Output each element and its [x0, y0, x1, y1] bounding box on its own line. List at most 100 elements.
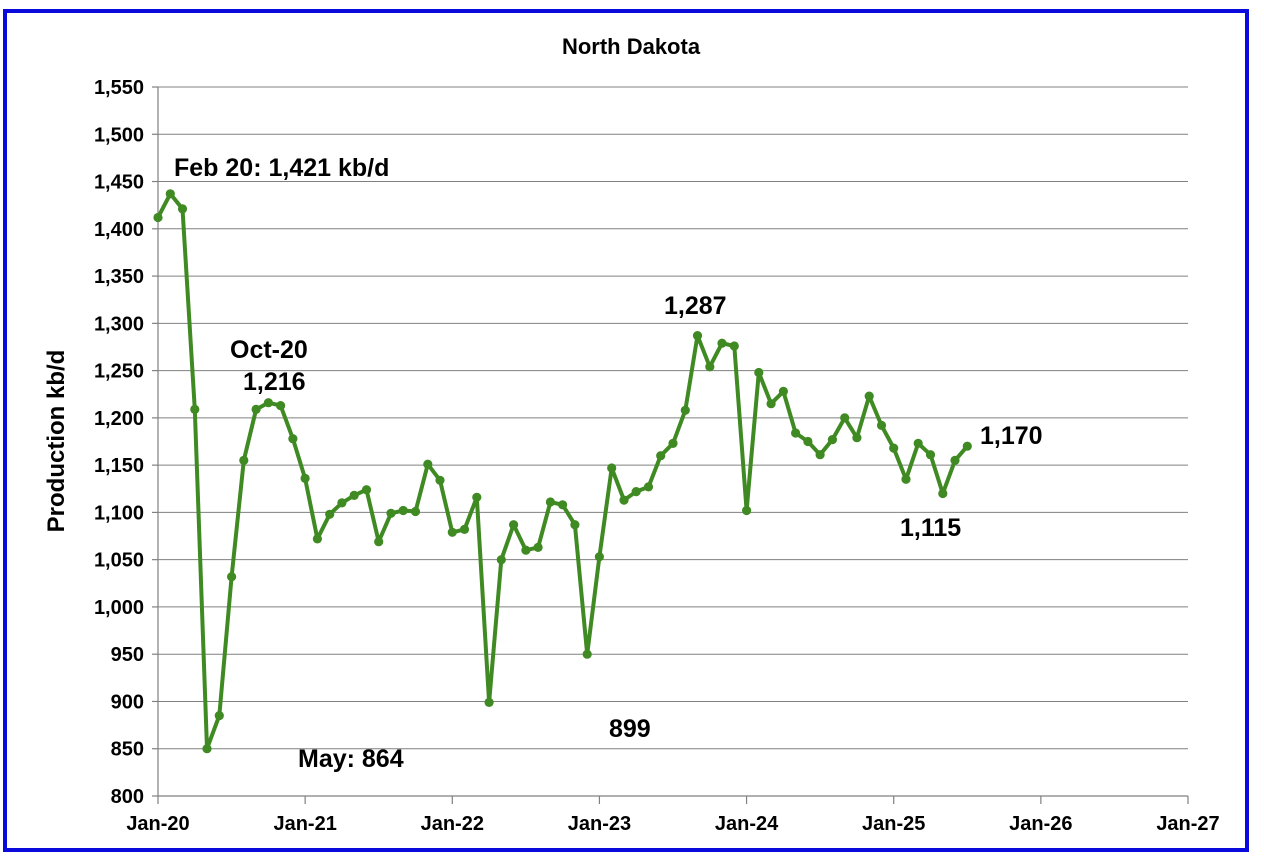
data-point	[643, 482, 654, 492]
data-point	[607, 463, 617, 473]
data-point	[827, 435, 838, 445]
data-point	[570, 520, 580, 530]
data-point	[374, 537, 384, 547]
annotation-v899: 899	[609, 715, 651, 743]
annotation-feb20: Feb 20: 1,421 kb/d	[174, 154, 389, 182]
data-point	[398, 505, 408, 516]
data-point	[668, 438, 678, 448]
series-production	[153, 189, 972, 754]
data-point	[754, 367, 764, 378]
y-tick-label: 1,100	[94, 502, 144, 524]
data-point	[803, 436, 813, 447]
data-point	[717, 338, 727, 348]
annotation-v1287: 1,287	[664, 292, 727, 320]
data-point	[619, 495, 629, 505]
data-point	[889, 443, 899, 453]
data-point	[263, 398, 273, 408]
data-point	[459, 524, 470, 535]
data-point	[239, 455, 249, 465]
data-point	[300, 473, 310, 483]
data-point	[925, 450, 936, 460]
data-point	[496, 555, 506, 565]
data-point	[913, 438, 923, 448]
data-point	[190, 404, 200, 414]
data-point	[508, 520, 519, 530]
data-point	[337, 498, 347, 508]
data-point	[251, 404, 261, 414]
data-point	[276, 401, 286, 411]
data-point	[447, 527, 457, 537]
x-tick-label: Jan-20	[126, 813, 189, 835]
data-point	[423, 459, 433, 469]
y-tick-label: 1,150	[94, 455, 144, 477]
data-point	[386, 508, 396, 518]
series-line	[156, 191, 969, 751]
data-point	[791, 428, 801, 438]
data-point	[349, 490, 359, 500]
data-point	[214, 711, 224, 721]
data-point	[778, 386, 789, 396]
y-tick-label: 1,400	[94, 219, 144, 241]
annotations: Feb 20: 1,421 kb/d Oct-20 1,216 May: 864 899…	[174, 154, 1043, 773]
x-tick-labels: Jan-20 Jan-21 Jan-22 Jan-23 Jan-24 Jan-25 Jan-…	[126, 813, 1219, 835]
chart-title: North Dakota	[562, 34, 701, 59]
y-tick-label: 900	[111, 691, 144, 713]
data-point	[705, 362, 715, 372]
y-tick-label: 1,000	[94, 597, 144, 619]
data-point	[325, 509, 335, 519]
data-point	[864, 391, 874, 401]
y-tick-labels: 800 850 900 950 1,000 1,050 1,100 1,150 1,200 1,2…	[94, 77, 144, 808]
data-point	[938, 488, 948, 499]
data-point	[742, 505, 752, 516]
axes	[152, 86, 1189, 804]
data-point	[840, 413, 850, 423]
annotation-v1115: 1,115	[900, 514, 961, 542]
y-tick-label: 1,200	[94, 408, 144, 430]
y-tick-label: 1,450	[94, 172, 144, 194]
x-tick-label: Jan-23	[568, 813, 631, 835]
x-tick-label: Jan-24	[715, 813, 779, 835]
data-point	[227, 572, 237, 582]
data-point	[165, 189, 175, 199]
data-point	[410, 506, 421, 517]
gridlines	[158, 86, 1188, 750]
data-point	[631, 487, 641, 497]
data-point	[901, 474, 911, 484]
x-tick-label: Jan-22	[421, 813, 484, 835]
x-tick-label: Jan-26	[1009, 813, 1072, 835]
annotation-v1216: 1,216	[243, 368, 306, 396]
y-tick-label: 800	[111, 786, 144, 808]
data-point	[558, 500, 568, 510]
chart-frame	[3, 9, 1249, 852]
data-point	[962, 441, 972, 451]
annotation-oct20: Oct-20	[230, 336, 308, 364]
data-point	[177, 204, 188, 214]
y-tick-label: 1,500	[94, 124, 144, 146]
y-tick-label: 1,300	[94, 313, 144, 335]
data-point	[950, 455, 960, 465]
data-point	[288, 434, 298, 444]
data-point	[876, 420, 887, 430]
y-tick-label: 950	[111, 644, 144, 666]
data-point	[202, 744, 212, 754]
data-point	[815, 450, 825, 460]
data-point	[361, 485, 372, 495]
data-point	[484, 697, 494, 708]
data-point	[766, 399, 776, 409]
data-point	[472, 492, 482, 502]
data-point	[680, 405, 690, 415]
annotation-v1170: 1,170	[980, 422, 1043, 450]
x-tick-label: Jan-25	[862, 813, 925, 835]
data-point	[153, 212, 163, 223]
x-tick-label: Jan-27	[1156, 813, 1219, 835]
data-point	[692, 331, 703, 341]
y-tick-label: 1,550	[94, 77, 144, 99]
y-tick-label: 1,250	[94, 361, 144, 383]
data-point	[533, 542, 543, 553]
y-tick-label: 1,350	[94, 266, 144, 288]
y-tick-label: 850	[111, 739, 144, 761]
data-point	[656, 451, 666, 461]
data-point	[582, 649, 592, 659]
data-point	[594, 552, 605, 562]
